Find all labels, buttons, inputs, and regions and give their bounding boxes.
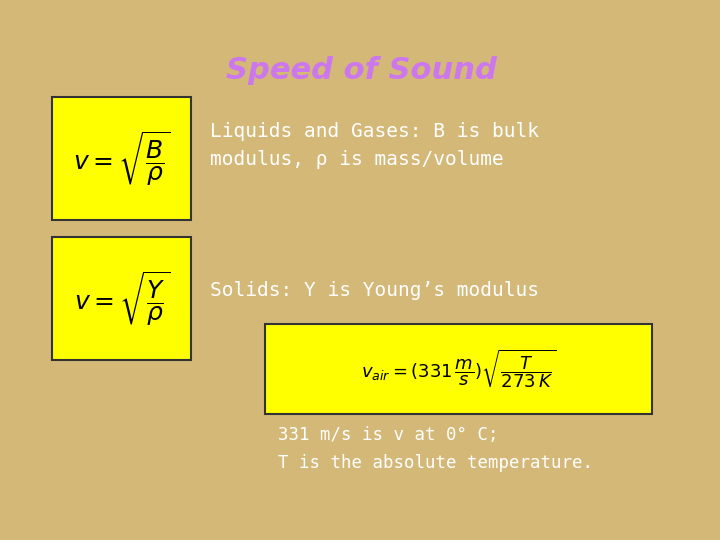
FancyBboxPatch shape: [53, 237, 191, 361]
Text: Liquids and Gases: B is bulk
modulus, ρ is mass/volume: Liquids and Gases: B is bulk modulus, ρ …: [210, 122, 539, 169]
Text: Speed of Sound: Speed of Sound: [226, 56, 498, 85]
Text: Solids: Y is Young’s modulus: Solids: Y is Young’s modulus: [210, 281, 539, 300]
Text: 331 m/s is v at 0° C;
T is the absolute temperature.: 331 m/s is v at 0° C; T is the absolute …: [278, 426, 593, 471]
FancyBboxPatch shape: [53, 97, 191, 220]
Text: $v = \sqrt{\dfrac{B}{\rho}}$: $v = \sqrt{\dfrac{B}{\rho}}$: [73, 130, 171, 188]
Text: $v_{air} = (331\,\dfrac{m}{s})\sqrt{\dfrac{T}{273\,K}}$: $v_{air} = (331\,\dfrac{m}{s})\sqrt{\dfr…: [361, 348, 556, 390]
FancyBboxPatch shape: [265, 324, 652, 414]
Text: $v = \sqrt{\dfrac{Y}{\rho}}$: $v = \sqrt{\dfrac{Y}{\rho}}$: [73, 270, 170, 328]
